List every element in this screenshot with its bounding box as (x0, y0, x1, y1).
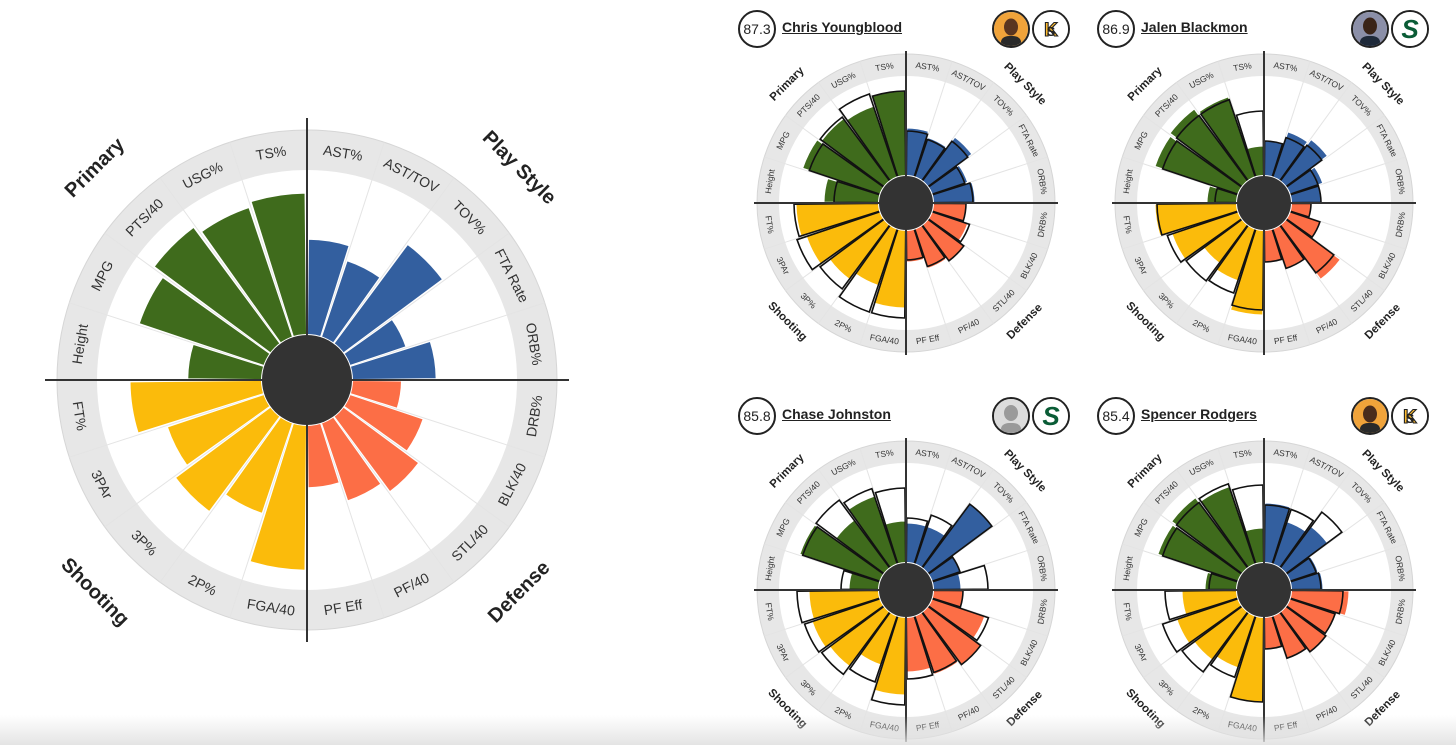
radial-gridline (229, 142, 294, 338)
radial-gridline (69, 302, 265, 367)
radial-gridline (104, 232, 271, 354)
polar-chart-2: TS%USG%PTS/40MPGHeightFT%3PAr3P%2P%FGA/4… (1112, 51, 1416, 355)
group-label: Primary (61, 133, 130, 202)
group-label: Play Style (478, 127, 560, 209)
stetson-logo-icon: S (1032, 397, 1070, 435)
svg-text:S: S (1042, 401, 1060, 431)
radial-gridline (333, 416, 455, 583)
bottom-fade (0, 715, 1456, 745)
radial-gridline (320, 422, 385, 618)
category-label: ORB% (1035, 555, 1049, 583)
category-label: Height (1121, 555, 1135, 581)
category-label: DRB% (1393, 211, 1407, 238)
category-label: ORB% (1393, 555, 1407, 583)
group-label: Defense (484, 557, 555, 628)
radial-gridline (69, 393, 265, 458)
category-label: PF Eff (915, 332, 940, 346)
svg-text:S: S (1401, 14, 1419, 44)
radial-gridline (349, 302, 545, 367)
category-label: AST% (1273, 60, 1299, 74)
radial-gridline (349, 393, 545, 458)
category-label: TS% (1233, 60, 1253, 73)
category-label: Height (1121, 168, 1135, 194)
polar-chart-3: TS%USG%PTS/40MPGHeightFT%3PAr3P%2P%FGA/4… (754, 438, 1058, 742)
radial-gridline (343, 406, 510, 528)
category-label: ORB% (523, 322, 545, 367)
category-label: TS% (875, 447, 895, 460)
category-label: PF Eff (323, 596, 364, 618)
radial-gridline (229, 422, 294, 618)
category-label: FT% (70, 400, 90, 432)
category-label: TS% (1233, 447, 1253, 460)
player-name-link[interactable]: Jalen Blackmon (1141, 19, 1248, 35)
category-label: TS% (255, 143, 287, 164)
category-label: ORB% (1035, 168, 1049, 196)
radial-gridline (104, 406, 271, 528)
stetson-logo-icon: S (1391, 10, 1429, 48)
category-label: Height (763, 168, 777, 194)
category-label: FT% (1121, 602, 1134, 622)
category-label: TS% (875, 60, 895, 73)
radial-gridline (159, 177, 281, 344)
player-card-header-2: 86.9 Jalen Blackmon S (1097, 10, 1435, 50)
category-label: FGA/40 (869, 332, 900, 347)
category-label: FT% (1121, 215, 1134, 235)
center-hub-top (879, 563, 933, 617)
player-photo-icon (992, 10, 1030, 48)
radial-gridline (159, 416, 281, 583)
svg-text:K: K (1044, 20, 1058, 41)
center-hub-top (1237, 563, 1291, 617)
category-label: Height (763, 555, 777, 581)
radial-gridline (320, 142, 385, 338)
svg-text:S: S (1047, 24, 1056, 39)
player-card-header-3: 85.8 Chase Johnston S (738, 397, 1076, 437)
polar-chart-1: TS%USG%PTS/40MPGHeightFT%3PAr3P%2P%FGA/4… (754, 51, 1058, 355)
polar-chart-4: TS%USG%PTS/40MPGHeightFT%3PAr3P%2P%FGA/4… (1112, 438, 1416, 742)
category-label: DRB% (1393, 598, 1407, 625)
player-photo-placeholder-icon (992, 397, 1030, 435)
category-label: PF Eff (1273, 332, 1298, 346)
radial-gridline (333, 177, 455, 344)
svg-text:S: S (1406, 411, 1415, 426)
category-label: AST% (322, 142, 364, 164)
group-label: Shooting (56, 554, 133, 631)
player-name-link[interactable]: Spencer Rodgers (1141, 406, 1257, 422)
center-hub-top (1237, 176, 1291, 230)
category-label: DRB% (523, 394, 545, 438)
player-name-link[interactable]: Chris Youngblood (782, 19, 903, 35)
player-name-link[interactable]: Chase Johnston (782, 406, 891, 422)
category-label: FGA/40 (246, 595, 296, 618)
category-label: AST% (1273, 447, 1299, 461)
player-photo-icon (1351, 10, 1389, 48)
center-hub-top (262, 335, 352, 425)
player-score-badge: 87.3 (738, 10, 776, 48)
category-label: FT% (763, 215, 776, 235)
polar-chart-0: TS%USG%PTS/40MPGHeightFT%3PAr3P%2P%FGA/4… (45, 118, 569, 642)
radial-gridline (343, 232, 510, 354)
category-label: FGA/40 (1227, 332, 1258, 347)
category-label: DRB% (1035, 598, 1049, 625)
player-photo-icon (1351, 397, 1389, 435)
player-score-badge: 86.9 (1097, 10, 1135, 48)
player-score-badge: 85.4 (1097, 397, 1135, 435)
category-label: AST% (915, 447, 941, 461)
category-label: FT% (763, 602, 776, 622)
category-label: ORB% (1393, 168, 1407, 196)
category-label: Height (69, 323, 91, 366)
center-hub-top (879, 176, 933, 230)
svg-text:K: K (1403, 407, 1417, 428)
category-label: AST% (915, 60, 941, 74)
category-label: DRB% (1035, 211, 1049, 238)
player-score-badge: 85.8 (738, 397, 776, 435)
